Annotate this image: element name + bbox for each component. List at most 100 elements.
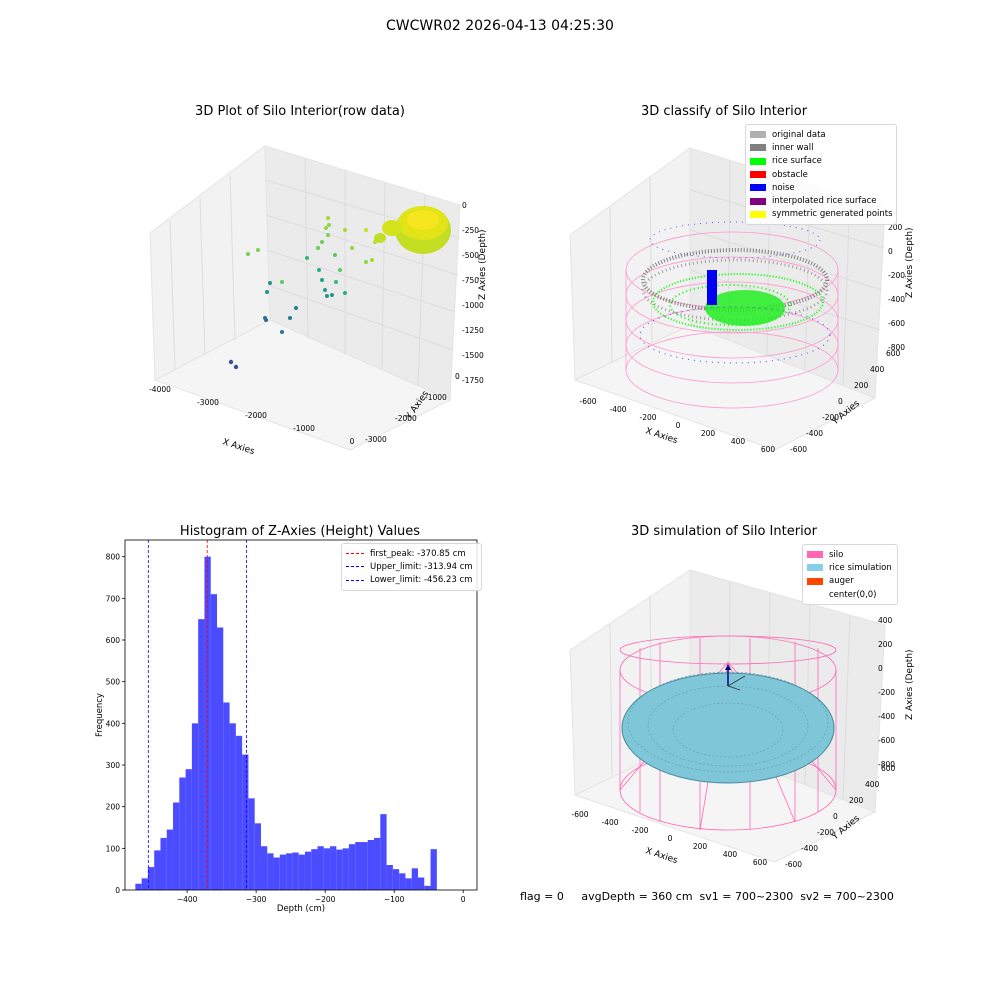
legend-line [346,553,364,555]
axis-tick-label: 0 [878,664,883,673]
axis-tick-label: -200 [817,828,834,837]
legend-item: interpolated rice surface [750,194,892,207]
y-tick-label: 400 [106,719,121,728]
axis-tick-label: -200 [639,413,656,422]
axis-tick-label: -1250 [462,326,484,335]
classify-x-label: X Axies [644,426,679,446]
histogram-bar [217,627,224,890]
histogram-bar [361,842,368,890]
legend-label: silo [829,549,844,560]
axis-tick-label: 0 [838,397,843,406]
axis-tick-label: -600 [878,736,895,745]
axis-tick-label: -250 [462,226,479,235]
histogram-bar [267,853,274,890]
raw-x-label: X Axies [221,437,256,457]
y-tick-label: 800 [106,553,121,562]
raw-surface-cluster [374,206,451,254]
axis-tick-label: 0 [455,372,460,381]
histogram-bar [298,854,305,890]
axis-tick-label: -400 [801,844,818,853]
axis-tick-label: -500 [462,251,479,260]
axis-tick-label: 400 [878,616,893,625]
axis-tick-label: 0 [676,421,681,430]
axis-tick-label: 200 [701,429,716,438]
simulation-rice [621,671,835,784]
histogram-title: Histogram of Z-Axies (Height) Values [179,524,421,539]
x-tick-label: −100 [384,895,405,904]
axis-tick-label: -3000 [365,435,387,444]
histogram-bar [399,873,406,890]
histogram-bar [204,556,211,890]
axis-tick-label: -3000 [197,398,219,407]
y-tick-label: 700 [106,594,121,603]
histogram-bar [430,849,437,890]
legend-swatch [750,131,766,139]
histogram-bar [242,754,249,890]
legend-item: rice simulation [807,561,893,574]
axis-tick-label: -400 [609,405,626,414]
classify-panel-title: 3D classify of Silo Interior [640,104,808,119]
raw-panel-title: 3D Plot of Silo Interior(row data) [195,104,405,119]
y-tick-label: 500 [106,678,121,687]
axis-tick-label: -800 [878,760,895,769]
legend-swatch [750,210,766,218]
histogram-bar [380,814,387,890]
axis-tick-label: -600 [785,860,802,869]
axis-tick-label: -600 [790,445,807,454]
histogram-bar [417,877,425,890]
legend-line [346,566,364,568]
legend-label: symmetric generated points [772,209,893,220]
raw-x-ticks: -4000 -3000 -2000 -1000 0 [149,385,355,446]
legend-label: interpolated rice surface [772,196,877,207]
axis-tick-label: -200 [878,688,895,697]
axis-tick-label: -4000 [149,385,171,394]
histogram-bar [160,837,167,890]
histogram-bar [386,865,393,890]
histogram-bar [323,848,331,890]
axis-tick-label: -750 [462,276,479,285]
axis-tick-label: -1000 [293,424,315,433]
simulation-x-label: X Axies [644,846,679,866]
axis-tick-label: 600 [886,349,901,358]
legend-label: rice simulation [829,562,892,573]
histogram-bar [279,854,287,890]
raw-z-ticks: 0 -250 -500 -750 -1000 -1250 -1500 -1750 [462,201,484,385]
legend-swatch [750,144,766,152]
histogram-bar [367,840,375,890]
histogram-bar [260,846,268,890]
axis-tick-label: -2000 [395,414,417,423]
x-tick-label: −200 [315,895,336,904]
axis-tick-label: -600 [571,810,588,819]
histogram-bar [330,846,337,890]
simulation-panel-title: 3D simulation of Silo Interior [631,524,817,539]
simulation-auger [725,664,746,691]
histogram-bar [317,846,324,890]
legend-swatch [750,157,766,165]
histogram-bar [348,844,356,890]
histogram-bar [173,802,180,890]
axis-tick-label: 0 [888,247,893,256]
legend-swatch [807,551,823,559]
axis-tick-label: -1000 [425,393,447,402]
axis-tick-label: 600 [761,445,776,454]
axis-tick-label: 0 [833,812,838,821]
raw-3d-plot: 0-250-500-750-1000-1250-1500-1750 -4000-… [149,145,488,457]
figure-title: CWCWR02 2026-04-13 04:25:30 [386,18,614,34]
histogram-bar [185,769,192,890]
histogram-y-ticks: 0 100 200 300 400 500 600 700 800 [106,553,125,895]
histogram-bar [141,878,148,890]
classify-inner-wall [641,248,829,322]
legend-swatch [750,184,766,192]
legend-swatch [807,577,823,585]
axis-tick-label: 200 [693,842,708,851]
classify-z-label: Z Axies (Depth) [905,227,915,298]
histogram-bar [254,823,261,890]
histogram-frame [124,539,478,891]
histogram-bar [229,723,236,890]
y-tick-label: 0 [115,886,120,895]
simulation-z-label: Z Axies (Depth) [905,649,915,720]
histogram-bar [235,735,243,890]
axis-tick-label: 400 [731,437,746,446]
